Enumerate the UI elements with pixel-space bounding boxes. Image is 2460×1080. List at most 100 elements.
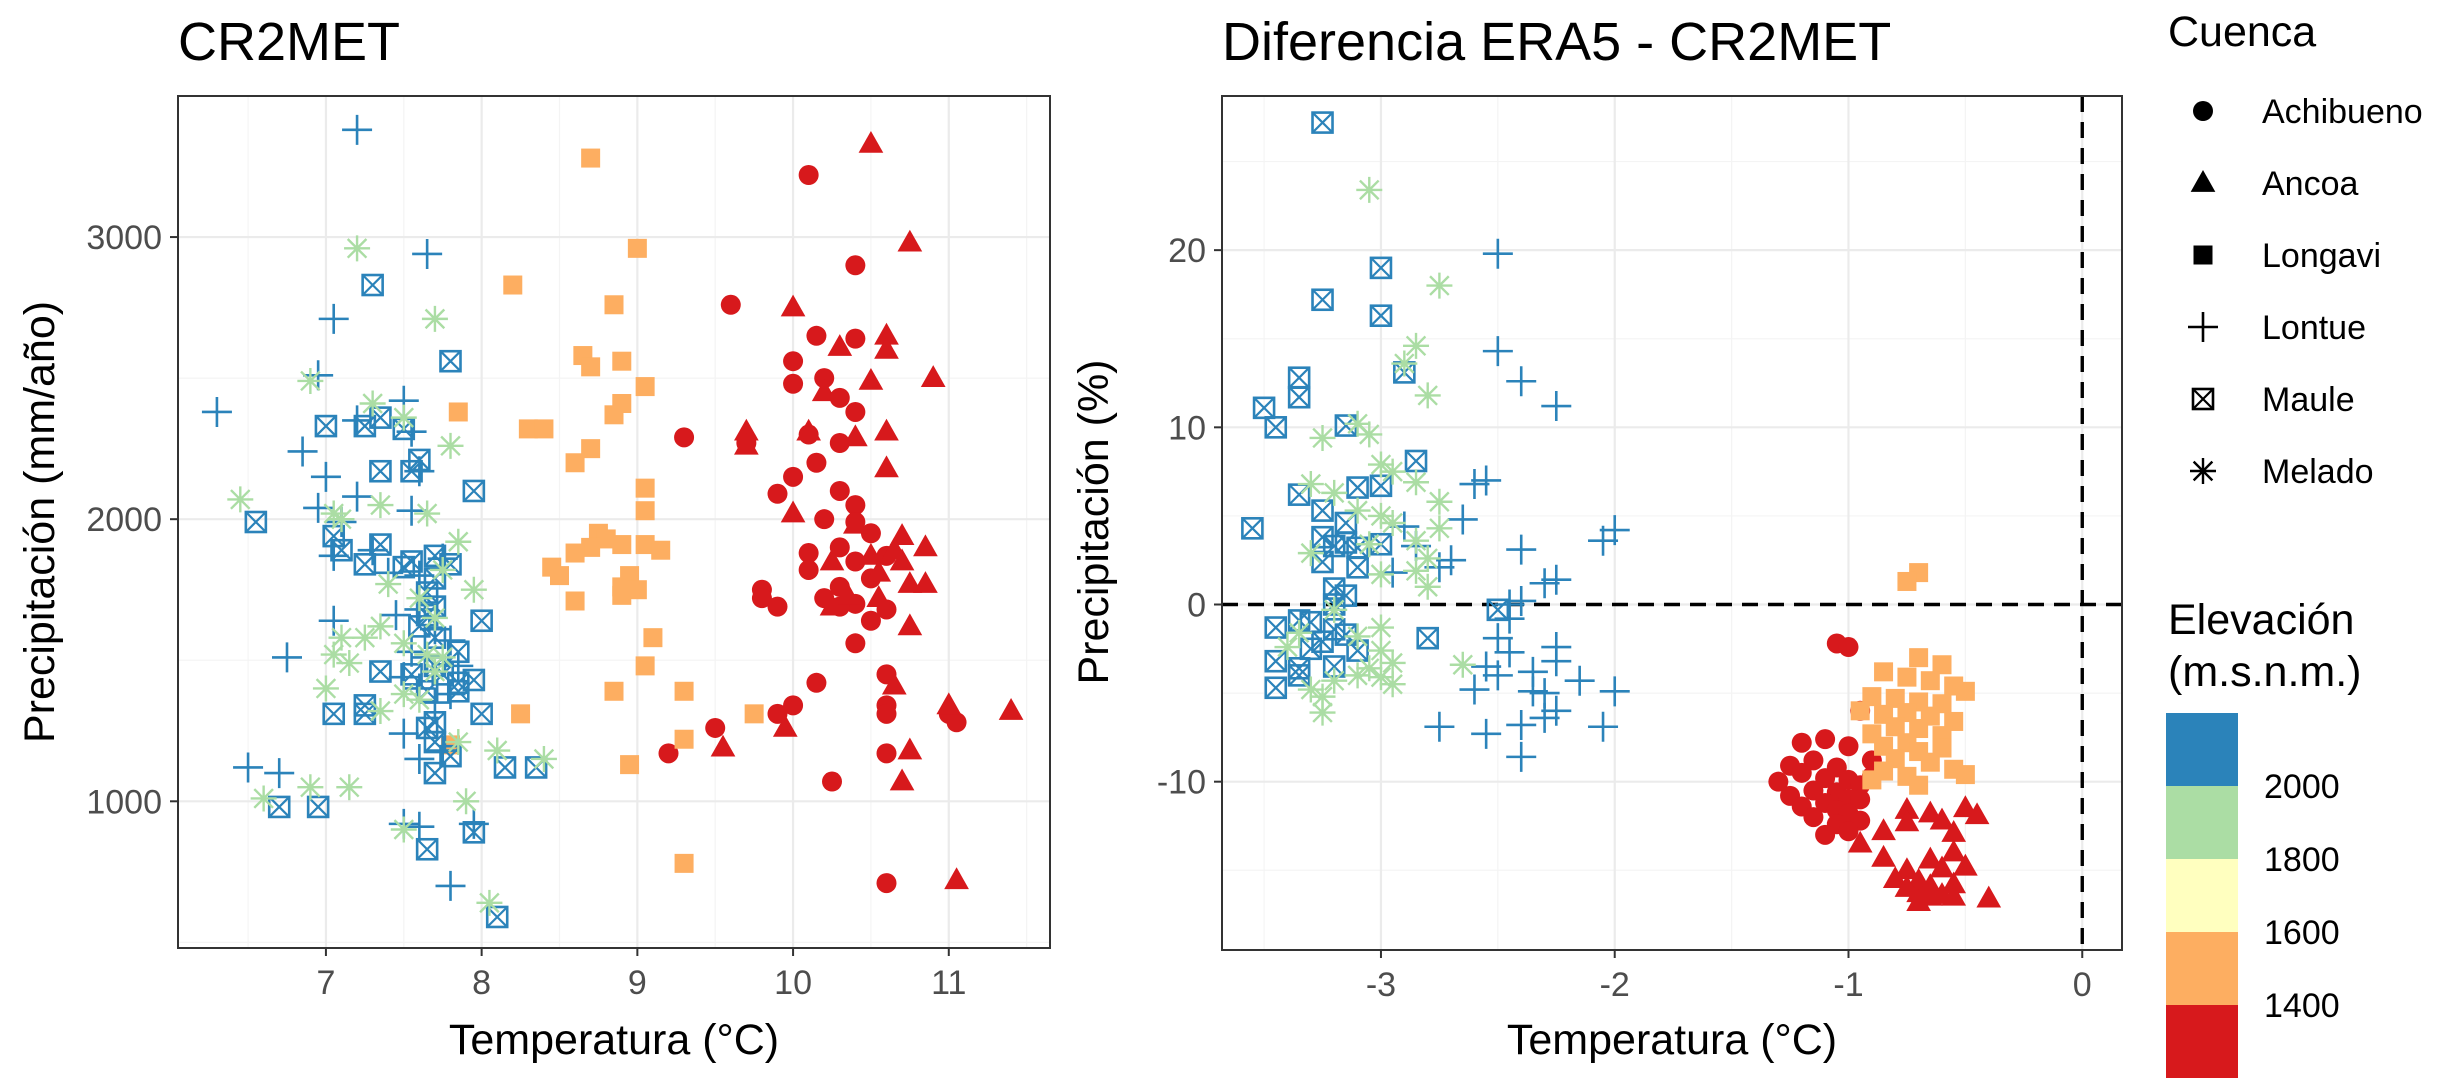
data-point	[367, 613, 394, 640]
data-point	[1321, 667, 1348, 694]
data-point	[1541, 646, 1572, 677]
data-point	[1367, 502, 1394, 529]
data-point	[1344, 410, 1371, 437]
data-point	[328, 624, 355, 651]
data-point	[1920, 752, 1940, 772]
x-tick-label: 8	[472, 964, 491, 1002]
data-point	[1482, 660, 1513, 691]
data-point	[767, 596, 788, 617]
data-point	[1953, 795, 1978, 818]
series-longavi	[441, 148, 764, 873]
data-point	[565, 591, 585, 611]
data-point	[1379, 649, 1406, 676]
data-point	[1874, 761, 1894, 781]
data-point	[1838, 637, 1859, 658]
data-point	[435, 870, 466, 901]
data-point	[780, 500, 806, 523]
data-point	[772, 714, 798, 737]
data-point	[798, 559, 819, 580]
data-point	[643, 628, 663, 648]
data-point	[330, 538, 353, 562]
data-point	[1367, 614, 1394, 641]
data-point	[829, 387, 850, 408]
data-point	[250, 785, 277, 812]
data-point	[1909, 775, 1929, 795]
data-point	[1414, 573, 1441, 600]
series-melado	[1274, 176, 1476, 726]
data-point	[814, 509, 835, 530]
data-point	[421, 658, 448, 685]
data-point	[1929, 855, 1955, 878]
data-point	[1953, 853, 1978, 876]
data-point	[1447, 504, 1478, 535]
data-point	[744, 704, 764, 724]
data-point	[297, 367, 324, 394]
colorbar-bin	[2166, 786, 2238, 859]
data-point	[889, 523, 915, 545]
data-point	[534, 419, 554, 439]
data-point	[264, 758, 295, 789]
data-point	[1367, 664, 1394, 691]
data-point	[1426, 515, 1453, 542]
data-point	[866, 559, 892, 582]
data-point	[484, 737, 511, 764]
data-point	[604, 295, 624, 315]
legend-shape-title: Cuenca	[2168, 8, 2316, 56]
legend-colorbar: 2000 1800 1600 1400	[2166, 713, 2340, 1078]
data-point	[429, 644, 456, 671]
data-point	[944, 867, 969, 890]
x-tick-label: 10	[774, 964, 812, 1002]
data-point	[858, 367, 884, 390]
data-point	[845, 551, 866, 572]
data-point	[783, 466, 804, 487]
data-point	[783, 351, 804, 372]
legend-item-longavi: Longavi	[2193, 237, 2381, 275]
data-point	[1897, 571, 1917, 591]
data-point	[1917, 800, 1943, 823]
data-point	[303, 360, 334, 391]
data-point	[388, 718, 419, 749]
data-point	[351, 624, 378, 651]
data-point	[858, 130, 884, 153]
x-tick-label: -1	[1833, 966, 1863, 1004]
data-point	[635, 501, 655, 521]
legend-item-achibueno: Achibueno	[2193, 93, 2423, 131]
data-point	[1882, 866, 1908, 888]
data-point	[1379, 510, 1406, 536]
asterisk-icon	[2190, 458, 2216, 484]
data-point	[1403, 527, 1430, 554]
panel-background	[178, 96, 1050, 948]
data-point	[1309, 424, 1336, 451]
data-point	[860, 523, 881, 544]
data-point	[244, 510, 268, 534]
panel-title: CR2MET	[178, 12, 400, 72]
data-point	[390, 681, 417, 708]
data-point	[445, 528, 472, 555]
data-point	[396, 495, 427, 526]
data-point	[400, 663, 423, 686]
colorbar-label: 2000	[2264, 768, 2340, 806]
data-point	[798, 543, 819, 564]
data-point	[448, 402, 468, 422]
data-point	[798, 164, 819, 185]
data-point	[897, 229, 923, 252]
data-point	[845, 401, 866, 422]
series-melado	[227, 235, 557, 916]
data-point	[1791, 762, 1812, 783]
data-point	[705, 717, 726, 738]
data-point	[874, 455, 899, 478]
data-point	[710, 734, 736, 757]
triangle-icon	[2190, 170, 2216, 192]
y-tick-label: 3000	[86, 219, 162, 257]
data-point	[897, 613, 923, 636]
y-tick-label: -10	[1157, 764, 1206, 802]
data-point	[1459, 674, 1490, 705]
circle-icon	[2193, 101, 2213, 121]
data-point	[1482, 238, 1513, 269]
data-point	[353, 553, 377, 576]
data-point	[1287, 664, 1311, 687]
data-point	[1482, 623, 1513, 654]
data-point	[1356, 531, 1383, 558]
data-point	[1932, 655, 1952, 675]
data-point	[876, 873, 897, 894]
